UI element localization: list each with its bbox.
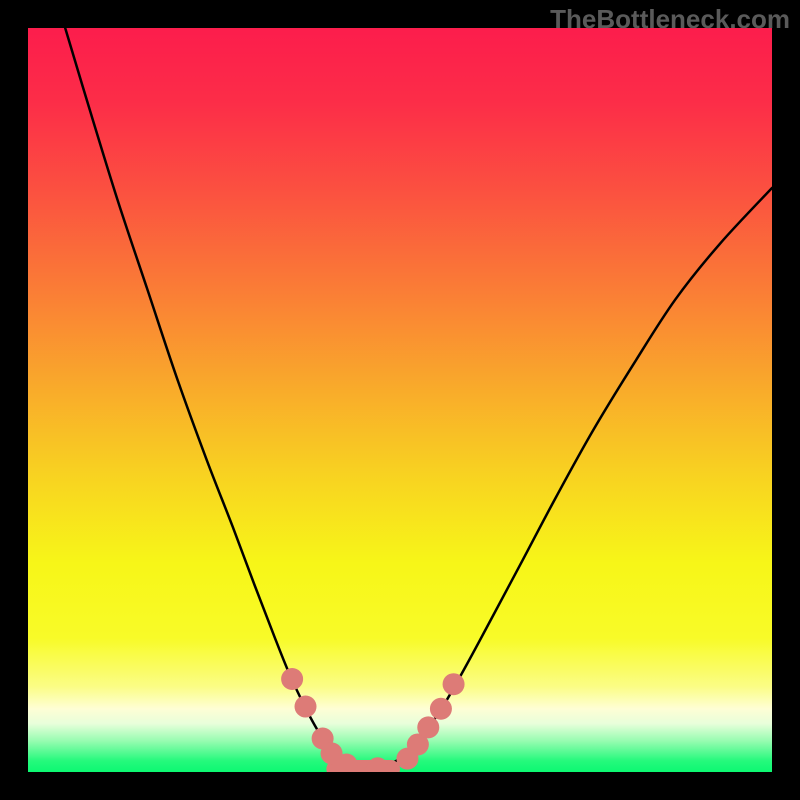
curve-layer — [28, 28, 772, 772]
baseline-bar — [326, 760, 400, 772]
marker-dot — [407, 733, 429, 755]
frame-right — [772, 0, 800, 800]
marker-dot — [430, 698, 452, 720]
marker-dot — [321, 742, 343, 764]
chart-container: TheBottleneck.com — [0, 0, 800, 800]
bottleneck-curve — [65, 28, 772, 768]
watermark-text: TheBottleneck.com — [550, 4, 790, 35]
marker-dot — [295, 696, 317, 718]
marker-dot — [335, 754, 357, 772]
marker-dot — [396, 748, 418, 770]
marker-dot — [312, 728, 334, 750]
frame-bottom — [0, 772, 800, 800]
marker-dot — [417, 716, 439, 738]
marker-dot — [281, 668, 303, 690]
marker-dot — [367, 757, 389, 772]
plot-area — [28, 28, 772, 772]
marker-dot — [443, 673, 465, 695]
frame-left — [0, 0, 28, 800]
